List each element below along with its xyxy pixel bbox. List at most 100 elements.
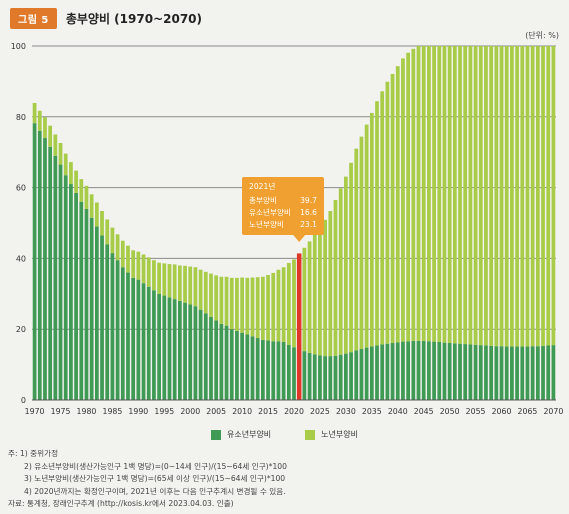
bar-youth-2039 <box>390 343 395 400</box>
x-tick-label: 1980 <box>77 407 97 416</box>
bar-elderly-2046 <box>427 46 431 342</box>
bar-youth-1987 <box>120 267 125 400</box>
bar-youth-2065 <box>525 346 530 400</box>
bar-elderly-2048 <box>437 46 442 342</box>
bar-elderly-2051 <box>452 46 457 344</box>
highlight-bar-2021 <box>296 253 302 400</box>
bar-elderly-2059 <box>494 46 499 347</box>
bar-youth-2044 <box>416 340 421 400</box>
bar-youth-2014 <box>261 339 265 400</box>
bar-elderly-2031 <box>349 162 353 353</box>
footnote-4: 4) 2020년까지는 확정인구이며, 2021년 이후는 다음 인구추계시 변… <box>24 486 286 496</box>
bar-elderly-2014 <box>261 276 265 340</box>
bar-elderly-2003 <box>203 271 208 314</box>
bar-youth-2033 <box>359 349 364 400</box>
bar-youth-2068 <box>541 345 545 400</box>
bar-youth-2011 <box>245 334 250 400</box>
bar-elderly-2002 <box>198 269 203 310</box>
bar-youth-2062 <box>510 346 514 400</box>
footnote-1: 주: 1) 중위가정 <box>8 449 59 458</box>
tooltip-row-value: 39.7 <box>300 196 317 205</box>
tooltip-callout <box>242 177 324 242</box>
bar-youth-2030 <box>344 353 348 400</box>
y-tick-label: 100 <box>11 42 26 51</box>
bar-youth-2043 <box>411 340 416 400</box>
bar-youth-1988 <box>126 272 130 400</box>
bar-elderly-2009 <box>235 277 239 331</box>
bar-elderly-2039 <box>390 73 395 344</box>
bar-elderly-2070 <box>551 46 556 346</box>
bar-youth-2037 <box>380 344 385 400</box>
y-tick-label: 80 <box>16 113 26 122</box>
bar-elderly-2034 <box>364 124 369 348</box>
bar-youth-2016 <box>271 341 276 400</box>
bar-youth-2026 <box>323 356 327 400</box>
bar-elderly-2008 <box>229 277 234 330</box>
bar-youth-1978 <box>74 192 78 400</box>
bar-elderly-2056 <box>478 46 483 346</box>
bar-youth-2000 <box>188 304 193 400</box>
bar-elderly-1997 <box>172 264 177 300</box>
bar-youth-2056 <box>478 345 483 400</box>
x-tick-label: 2050 <box>440 407 460 416</box>
x-tick-label: 1995 <box>154 407 174 416</box>
bar-elderly-2016 <box>271 272 276 342</box>
bar-elderly-2053 <box>463 46 468 345</box>
bar-elderly-1990 <box>136 251 141 280</box>
x-tick-label: 2030 <box>336 407 356 416</box>
bar-youth-2048 <box>437 341 442 400</box>
bar-elderly-2028 <box>333 199 338 356</box>
bar-youth-1997 <box>172 299 177 400</box>
bar-elderly-1980 <box>84 185 89 209</box>
bar-youth-1983 <box>100 235 104 400</box>
bar-youth-2057 <box>484 345 488 400</box>
y-tick-label: 60 <box>16 184 26 193</box>
bar-youth-2031 <box>349 352 353 400</box>
bar-youth-2012 <box>250 336 255 400</box>
bar-elderly-2007 <box>224 276 229 326</box>
bar-youth-1980 <box>84 208 89 400</box>
bar-youth-2008 <box>229 329 234 400</box>
chart-legend: 유소년부양비 노년부양비 <box>0 429 569 440</box>
bar-youth-2059 <box>494 346 499 400</box>
x-tick-label: 1970 <box>25 407 45 416</box>
legend-item-elderly: 노년부양비 <box>305 429 358 440</box>
bar-youth-2042 <box>406 341 411 400</box>
y-tick-label: 0 <box>21 396 26 405</box>
bar-elderly-2040 <box>395 66 400 343</box>
bar-elderly-2044 <box>416 46 421 341</box>
bar-elderly-2006 <box>219 276 224 324</box>
bar-elderly-1974 <box>53 134 58 156</box>
footnotes: 주: 1) 중위가정 2) 유소년부양비(생산가능인구 1백 명당)=(0~14… <box>8 448 287 511</box>
bar-youth-1973 <box>48 146 53 400</box>
bar-elderly-1996 <box>167 264 172 298</box>
bar-elderly-1976 <box>63 153 68 176</box>
bar-elderly-2066 <box>530 46 535 347</box>
bar-elderly-2054 <box>468 46 473 345</box>
bar-youth-2035 <box>369 346 374 400</box>
bar-youth-1977 <box>69 184 73 400</box>
bar-youth-2067 <box>535 346 540 400</box>
bar-youth-1995 <box>162 295 167 400</box>
bar-youth-2066 <box>530 346 535 400</box>
bar-elderly-2017 <box>276 269 281 342</box>
bar-youth-2070 <box>551 345 556 400</box>
bar-elderly-1987 <box>120 240 125 268</box>
bar-youth-1974 <box>53 155 58 400</box>
legend-swatch-elderly <box>305 429 316 440</box>
bar-youth-2032 <box>354 350 359 400</box>
bar-elderly-2042 <box>406 52 411 342</box>
bar-elderly-2010 <box>240 277 244 333</box>
bar-youth-2017 <box>276 341 281 400</box>
bar-elderly-1983 <box>100 210 104 236</box>
bar-youth-2036 <box>375 345 379 400</box>
x-tick-label: 2070 <box>543 407 563 416</box>
bar-elderly-1994 <box>157 262 161 294</box>
bar-youth-1985 <box>110 253 115 400</box>
bar-elderly-2033 <box>359 136 364 350</box>
bar-youth-1991 <box>141 283 146 400</box>
bar-youth-2006 <box>219 323 224 400</box>
bar-elderly-2057 <box>484 46 488 346</box>
bar-youth-2051 <box>452 343 457 400</box>
